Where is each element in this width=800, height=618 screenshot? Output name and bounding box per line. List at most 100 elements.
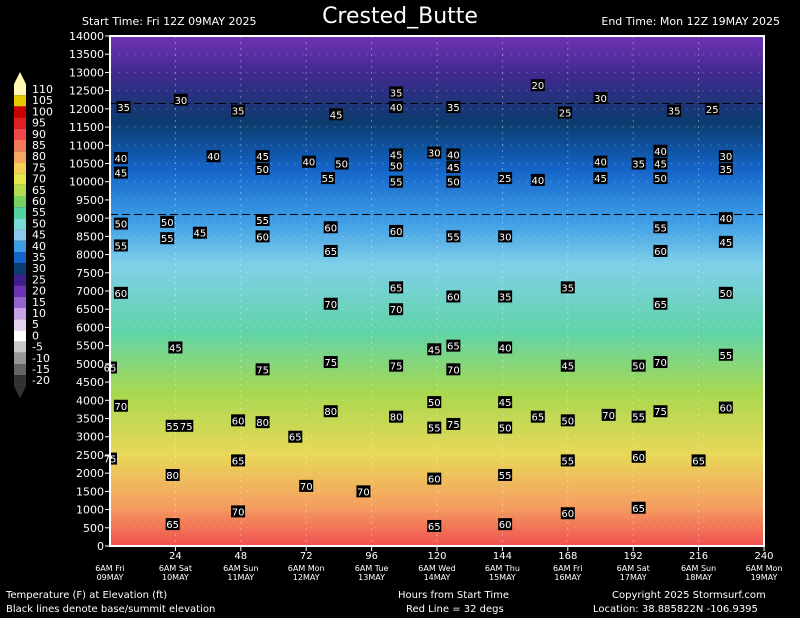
legend-value: 20 [32, 285, 46, 298]
contour-label: 45 [560, 359, 575, 373]
contour-label-text: 45 [719, 238, 732, 249]
contour-label-text: 55 [499, 471, 512, 482]
legend-value: 105 [32, 94, 53, 107]
contour-label-box [299, 479, 314, 492]
footer-x-axis-label: Hours from Start Time [398, 590, 510, 601]
contour-label: 40 [389, 101, 404, 114]
day-label-line2: 17MAY [620, 573, 647, 582]
contour-label: 50 [718, 286, 733, 300]
legend-swatch [14, 252, 26, 264]
contour-label-box [631, 501, 646, 514]
contour-label-text: 65 [654, 300, 667, 311]
x-tick-label: 120 [427, 551, 446, 562]
contour-label-text: 60 [256, 232, 269, 243]
day-label-line1: 6AM Sat [617, 564, 650, 573]
contour-label: 45 [718, 235, 733, 249]
contour-label-box [446, 161, 461, 174]
footer-location: Location: 38.885822N -106.9395 [593, 604, 758, 615]
contour-label-text: 35 [499, 292, 512, 303]
contour-label: 75 [255, 363, 270, 376]
contour-label-box [593, 155, 608, 168]
contour-label: 65 [165, 518, 180, 531]
contour-label-text: 80 [256, 418, 269, 429]
contour-label: 60 [389, 224, 404, 238]
contour-label-box [498, 518, 513, 531]
contour-label-box [389, 159, 404, 172]
contour-label: 60 [231, 414, 246, 427]
legend-value: 35 [32, 251, 46, 264]
contour-label-box [593, 172, 608, 185]
contour-label-box [653, 244, 668, 257]
contour-label-box [446, 290, 461, 303]
contour-label: 50 [334, 157, 349, 171]
contour-label: 70 [323, 297, 338, 311]
contour-label-text: 50 [428, 398, 441, 409]
day-label-line1: 6AM Wed [418, 564, 455, 573]
contour-label-text: 40 [719, 214, 732, 225]
contour-label-box [718, 401, 733, 414]
legend-value: 80 [32, 150, 46, 163]
contour-label: 75 [323, 356, 338, 369]
contour-label: 55 [560, 454, 575, 467]
x-tick-label: 240 [754, 551, 773, 562]
contour-label-box [427, 146, 442, 159]
contour-label-box [653, 356, 668, 369]
contour-label-text: 55 [390, 178, 403, 189]
y-tick-label: 4500 [76, 376, 104, 389]
contour-label-box [334, 157, 349, 170]
contour-label-text: 70 [300, 482, 313, 493]
day-label-line1: 6AM Sat [159, 564, 192, 573]
legend-value: 85 [32, 139, 46, 152]
contour-label: 60 [718, 401, 733, 415]
contour-label-box [530, 410, 545, 423]
contour-label: 40 [206, 150, 221, 163]
contour-label-text: 20 [531, 81, 544, 92]
contour-label-box [323, 221, 338, 234]
contour-label: 45 [389, 148, 404, 161]
contour-label: 70 [356, 485, 371, 498]
contour-label-box [113, 166, 128, 179]
contour-label: 60 [323, 221, 338, 234]
contour-label-box [323, 244, 338, 257]
contour-label: 70 [389, 303, 404, 316]
contour-label: 50 [113, 217, 128, 231]
x-tick-label: 168 [558, 551, 577, 562]
contour-label-text: 65 [632, 504, 645, 515]
contour-label-box [718, 235, 733, 248]
legend-value: 40 [32, 240, 46, 253]
contour-label-box [653, 221, 668, 234]
contour-label: 65 [231, 454, 246, 467]
contour-label-box [427, 396, 442, 409]
legend-value: 110 [32, 83, 53, 96]
legend-swatch [14, 341, 26, 353]
contour-label-box [558, 106, 573, 119]
contour-label-text: 35 [668, 107, 681, 118]
contour-label: 80 [323, 405, 338, 418]
contour-label-text: 60 [499, 520, 512, 531]
contour-label-text: 45 [256, 152, 269, 163]
contour-label-text: 70 [357, 487, 370, 498]
contour-label: 55 [255, 213, 270, 227]
x-tick-label: 48 [234, 551, 247, 562]
contour-label-box [560, 414, 575, 427]
contour-label-box [427, 472, 442, 485]
contour-label: 80 [255, 416, 270, 429]
contour-label-box [255, 150, 270, 163]
contour-label-text: 55 [447, 232, 460, 243]
contour-label-box [168, 341, 183, 354]
contour-label-box [593, 91, 608, 104]
contour-label-text: 50 [115, 220, 128, 231]
contour-label: 45 [192, 226, 207, 240]
contour-label: 50 [653, 172, 668, 185]
contour-label: 40 [301, 155, 316, 169]
legend-value: 5 [32, 318, 39, 331]
contour-label: 35 [389, 86, 404, 99]
contour-label: 55 [427, 421, 442, 435]
contour-label-box [530, 79, 545, 92]
contour-label-box [498, 230, 513, 243]
y-tick-label: 5500 [76, 340, 104, 353]
day-label-line2: 09MAY [97, 573, 124, 582]
contour-label-box [255, 213, 270, 226]
contour-label: 55 [631, 410, 646, 424]
day-label-line2: 18MAY [685, 573, 712, 582]
